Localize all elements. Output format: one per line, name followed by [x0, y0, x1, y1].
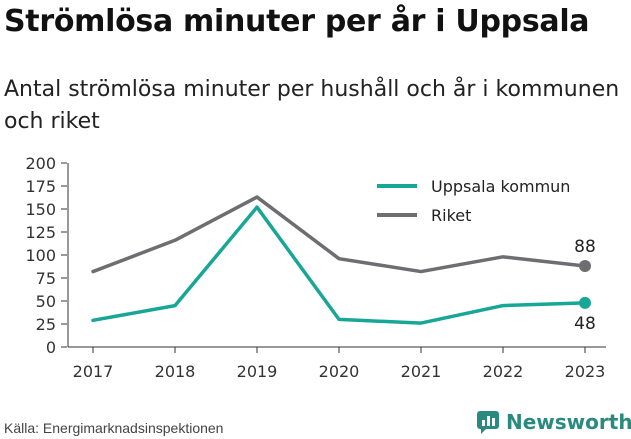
- newsworthy-logo: Newsworthy: [476, 410, 631, 434]
- source-note: Källa: Energimarknadsinspektionen: [4, 420, 224, 436]
- chart-subtitle: Antal strömlösa minuter per hushåll och …: [4, 77, 620, 134]
- y-tick-label: 100: [25, 246, 56, 265]
- x-tick-label: 2022: [483, 362, 524, 381]
- y-tick-label: 0: [46, 338, 56, 357]
- data-label-riket: 88: [574, 237, 596, 257]
- y-tick-label: 175: [25, 177, 56, 196]
- x-tick-label: 2023: [565, 362, 606, 381]
- x-tick-label: 2021: [401, 362, 442, 381]
- brand-name: Newsworthy: [506, 410, 631, 434]
- x-tick-label: 2018: [155, 362, 196, 381]
- legend-label: Riket: [431, 206, 471, 225]
- chart-title: Strömlösa minuter per år i Uppsala: [4, 4, 590, 39]
- y-tick-label: 50: [36, 292, 56, 311]
- end-point-riket: [579, 260, 591, 273]
- series-line-riket: [91, 195, 587, 274]
- y-tick-label: 75: [36, 269, 56, 288]
- end-point-uppsala-kommun: [579, 296, 591, 309]
- y-tick-label: 150: [25, 200, 56, 219]
- y-tick-label: 200: [25, 154, 56, 173]
- data-label-uppsala: 48: [574, 314, 596, 334]
- x-tick-label: 2017: [73, 362, 114, 381]
- newsworthy-logo-icon: [477, 411, 499, 434]
- x-tick-label: 2020: [319, 362, 360, 381]
- legend-label: Uppsala kommun: [431, 177, 570, 196]
- y-tick-label: 25: [36, 315, 56, 334]
- y-tick-label: 125: [25, 223, 56, 242]
- x-tick-label: 2019: [237, 362, 278, 381]
- series-line-uppsala-kommun: [91, 205, 587, 325]
